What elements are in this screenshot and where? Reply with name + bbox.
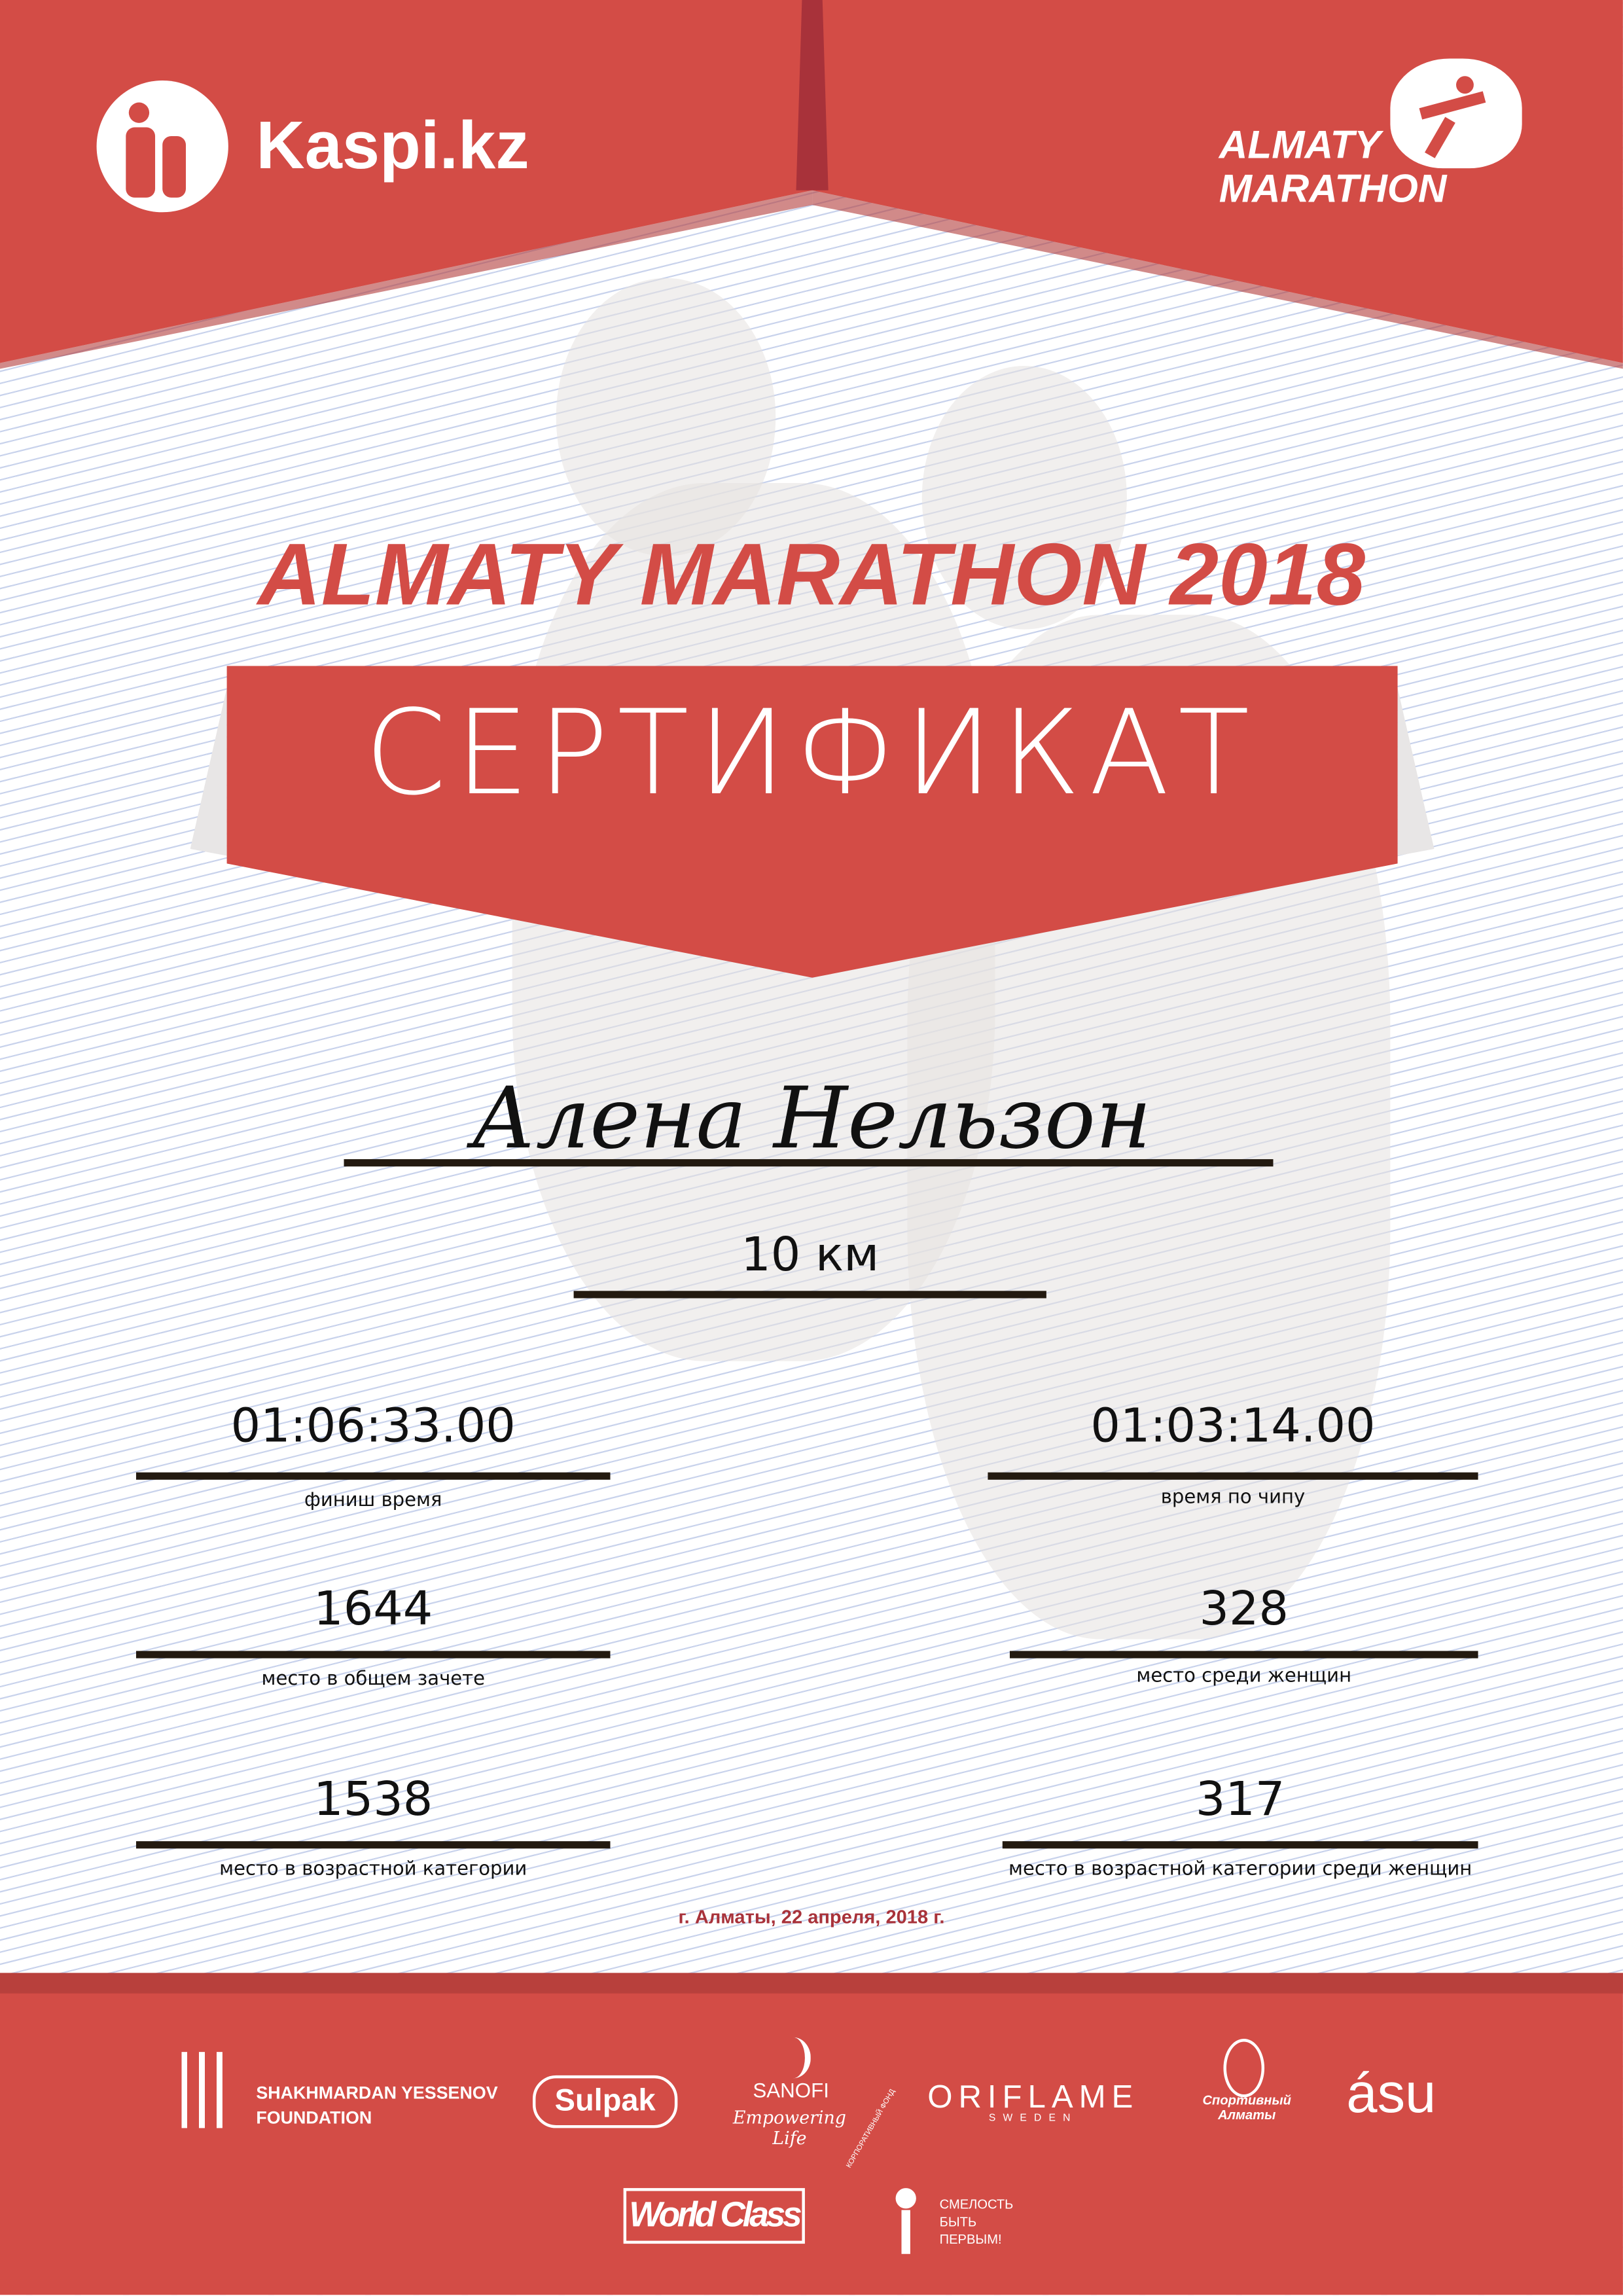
yessenov-logo: SHAKHMARDAN YESSENOV FOUNDATION: [256, 2081, 497, 2131]
participant-name: Алена Нельзон: [471, 1068, 1152, 1168]
fund-line: БЫТЬ: [939, 2214, 977, 2229]
sponsor-band: [0, 1973, 1623, 2295]
women-place: 328: [1199, 1581, 1289, 1637]
issue-date: г. Алматы, 22 апреля, 2018 г.: [678, 1905, 945, 1928]
distance: 10 км: [741, 1226, 880, 1282]
underline: [135, 1472, 611, 1480]
chip-time: 01:03:14.00: [1090, 1397, 1376, 1454]
underline: [988, 1472, 1478, 1480]
name-underline: [344, 1159, 1274, 1167]
yessenov-logo-icon: [181, 2052, 223, 2128]
sport-almaty-line: Спортивный: [1202, 2092, 1291, 2108]
sanofi-logo: SANOFI: [753, 2078, 829, 2102]
oriflame-logo: ORIFLAME: [927, 2078, 1139, 2115]
sulpak-logo: Sulpak: [532, 2075, 678, 2128]
sanofi-tagline: Empowering Life: [732, 2108, 846, 2149]
runner-photo: [921, 366, 1127, 630]
sponsor-band-stripe: [0, 1973, 1623, 1994]
overall-place-label: место в общем зачете: [261, 1668, 485, 1691]
chip-time-label: время по чипу: [1160, 1486, 1306, 1509]
sport-almaty-logo: Спортивный Алматы: [1197, 2093, 1296, 2123]
oriflame-sub: SWEDEN: [988, 2113, 1078, 2124]
almaty-marathon-runner-icon: [1390, 58, 1522, 169]
women-place-label: место среди женщин: [1136, 1665, 1352, 1688]
sanofi-swirl-icon: [776, 2037, 811, 2079]
logo-line: ALMATY: [1219, 122, 1381, 167]
fund-figure-icon: [895, 2188, 916, 2209]
kaspi-logo-text: Kaspi.kz: [256, 107, 529, 183]
event-title: ALMATY MARATHON 2018: [257, 525, 1366, 624]
overall-place: 1644: [313, 1581, 433, 1637]
yessenov-line: SHAKHMARDAN YESSENOV: [256, 2083, 498, 2104]
age-place: 1538: [313, 1770, 433, 1827]
age-women-place-label: место в возрастной категории среди женщи…: [1008, 1858, 1472, 1881]
certificate-banner: [190, 666, 1435, 978]
finish-time: 01:06:33.00: [230, 1397, 516, 1454]
finish-time-label: финиш время: [304, 1490, 442, 1512]
kaspi-logo-icon: [96, 80, 228, 213]
fund-logo: СМЕЛОСТЬ БЫТЬ ПЕРВЫМ!: [940, 2195, 1014, 2248]
distance-underline: [573, 1291, 1046, 1299]
logo-line: MARATHON: [1219, 166, 1447, 211]
worldclass-logo: World Class: [623, 2188, 805, 2244]
underline: [1009, 1651, 1478, 1659]
age-women-place: 317: [1195, 1770, 1285, 1827]
underline: [1002, 1841, 1478, 1849]
sport-almaty-emblem-icon: [1223, 2039, 1265, 2098]
banner-title: СЕРТИФИКАТ: [365, 685, 1258, 821]
header-band: [0, 0, 1623, 369]
sport-almaty-line: Алматы: [1218, 2108, 1276, 2123]
underline: [135, 1651, 611, 1659]
asu-logo: ásu: [1346, 2064, 1436, 2125]
age-place-label: место в возрастной категории: [219, 1858, 527, 1881]
yessenov-line: FOUNDATION: [256, 2108, 372, 2128]
fund-line: ПЕРВЫМ!: [939, 2232, 1002, 2247]
almaty-marathon-logo: ALMATY MARATHON: [1219, 123, 1447, 211]
fund-figure-body: [901, 2210, 910, 2254]
underline: [135, 1841, 611, 1849]
fund-line: СМЕЛОСТЬ: [939, 2197, 1014, 2212]
